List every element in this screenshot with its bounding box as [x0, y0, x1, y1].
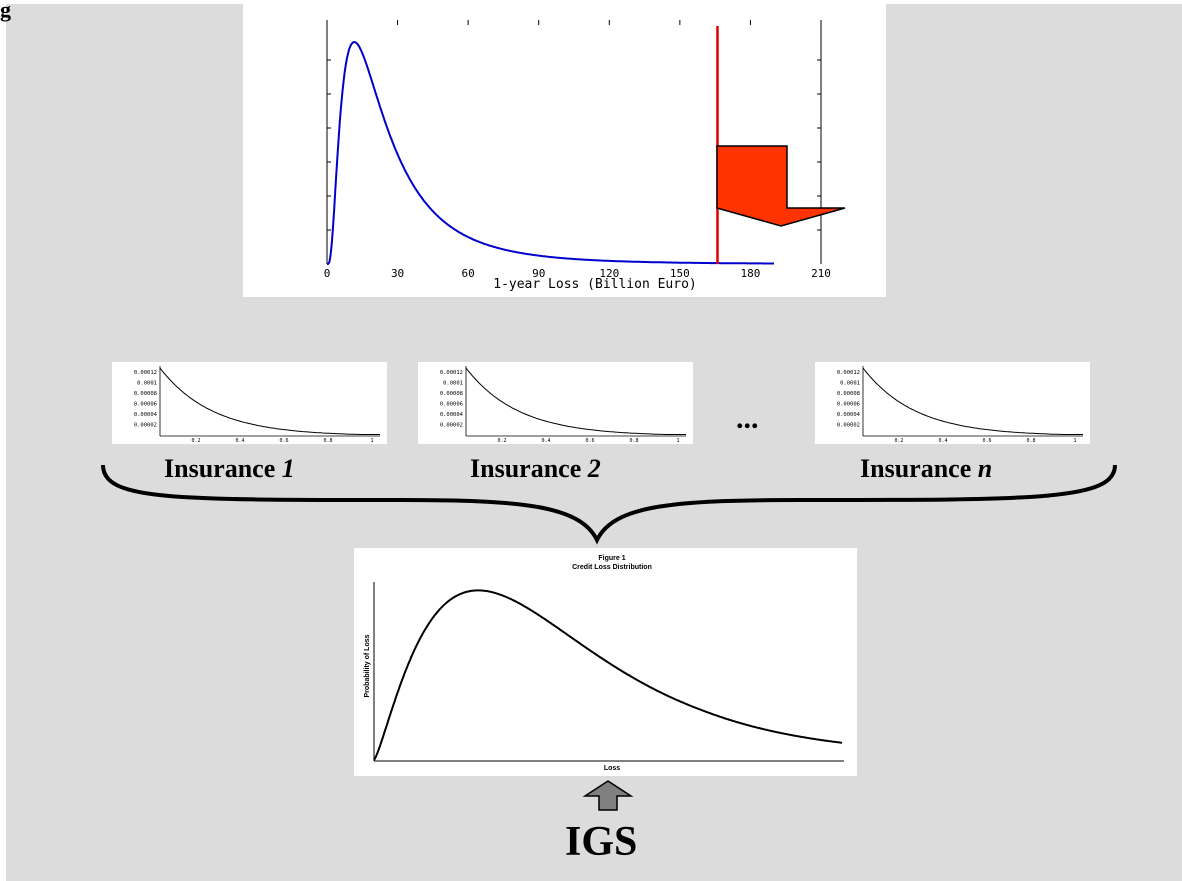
down-arrow: [716, 145, 846, 227]
credit-loss-chart-subtitle: Credit Loss Distribution: [572, 564, 652, 571]
mini-y-tick-label: 0.00002: [837, 423, 860, 429]
mini-y-tick-label: 0.00012: [440, 370, 463, 376]
mini-y-tick-label: 0.00008: [134, 391, 157, 397]
top-x-tick-label: 210: [811, 267, 831, 280]
top-x-tick-label: 90: [532, 267, 545, 280]
top-chart-x-axis-label: 1-year Loss (Billion Euro): [493, 277, 697, 292]
mini-y-tick-label: 0.00012: [134, 370, 157, 376]
mini-x-tick-label: 0.6: [585, 438, 594, 444]
mini-density-curve: [862, 367, 1083, 435]
mini-y-tick-label: 0.00006: [837, 402, 860, 408]
ellipsis: ...: [736, 402, 759, 435]
mini-x-tick-label: 0.8: [323, 438, 332, 444]
mini-y-tick-label: 0.00006: [440, 402, 463, 408]
top-x-tick-label: 180: [740, 267, 760, 280]
top-x-tick-label: 120: [599, 267, 619, 280]
mini-x-tick-label: 0.4: [541, 438, 550, 444]
mini-y-tick-label: 0.0001: [137, 381, 157, 387]
credit-loss-y-axis-label: Probability of Loss: [364, 634, 371, 697]
credit-loss-curve: [373, 589, 843, 761]
loss-distribution-chart: 0 30 60 90 120 150 180 210 1-year Loss (Billion…: [243, 0, 886, 297]
loss-distribution-svg: 0 30 60 90 120 150 180 210 1-year Loss (Billion…: [324, 20, 846, 292]
insurance-chart-n: 0.00012 0.0001 0.00008 0.00006 0.00004 0.0000…: [815, 362, 1090, 444]
insurance-label-1-index: 1: [281, 454, 295, 483]
mini-x-tick-label: 0.6: [982, 438, 991, 444]
top-chart-axes: [326, 20, 822, 264]
top-chart-x-tick-labels: 0 30 60 90 120 150 180 210: [324, 267, 831, 280]
mini-x-tick-label: 0.6: [279, 438, 288, 444]
mini-x-tick-label: 0.2: [497, 438, 506, 444]
insurance-chart-2: 0.00012 0.0001 0.00008 0.00006 0.00004 0.0000…: [418, 362, 693, 444]
mini-x-tick-label: 0.8: [629, 438, 638, 444]
mini-x-tick-label: 1: [370, 438, 373, 444]
mini-y-tick-label: 0.00008: [440, 391, 463, 397]
mini-x-tick-label: 0.4: [235, 438, 244, 444]
insurance-label-n-prefix: Insurance: [860, 454, 978, 483]
up-arrow-shape: [582, 780, 634, 811]
insurance-chart-1-svg: 0.00012 0.0001 0.00008 0.00006 0.00004 0.0000…: [134, 366, 380, 444]
loss-density-curve: [326, 40, 774, 265]
mini-y-tick-label: 0.00002: [440, 423, 463, 429]
mini-y-tick-label: 0.00004: [134, 412, 158, 418]
mini-y-tick-label: 0.00002: [134, 423, 157, 429]
insurance-label-n: Insurance n: [860, 454, 992, 484]
credit-loss-chart-title: Figure 1: [598, 555, 625, 562]
insurance-chart-n-svg: 0.00012 0.0001 0.00008 0.00006 0.00004 0.0000…: [837, 366, 1083, 444]
credit-loss-chart: Figure 1 Credit Loss Distribution Probab…: [354, 548, 857, 776]
insurance-label-2-prefix: Insurance: [470, 454, 588, 483]
mini-x-tick-label: 0.4: [938, 438, 947, 444]
mini-y-tick-label: 0.00008: [837, 391, 860, 397]
top-x-tick-label: 60: [462, 267, 475, 280]
mini-x-tick-label: 0.2: [894, 438, 903, 444]
top-x-tick-label: 0: [324, 267, 331, 280]
insurance-label-2: Insurance 2: [470, 454, 601, 484]
mini-y-tick-label: 0.00006: [134, 402, 157, 408]
mini-y-tick-label: 0.0001: [443, 381, 463, 387]
mini-x-tick-label: 1: [1073, 438, 1076, 444]
insurance-label-1-prefix: Insurance: [164, 454, 282, 483]
insurance-label-1: Insurance 1: [164, 454, 295, 484]
figure-label: g: [0, 0, 11, 22]
insurance-label-n-index: n: [977, 454, 993, 483]
mini-x-tick-label: 0.2: [191, 438, 200, 444]
mini-y-tick-label: 0.0001: [840, 381, 860, 387]
top-x-tick-label: 30: [391, 267, 404, 280]
top-x-tick-label: 150: [670, 267, 690, 280]
insurance-label-2-index: 2: [587, 454, 601, 483]
mini-x-tick-label: 0.8: [1026, 438, 1035, 444]
mini-density-curve: [465, 367, 686, 435]
insurance-chart-2-svg: 0.00012 0.0001 0.00008 0.00006 0.00004 0.0000…: [440, 366, 686, 444]
mini-y-tick-label: 0.00004: [440, 412, 464, 418]
credit-loss-svg: Figure 1 Credit Loss Distribution Probab…: [364, 555, 844, 772]
credit-loss-x-axis-label: Loss: [604, 765, 620, 772]
igs-label: IGS: [565, 819, 638, 865]
mini-density-curve: [159, 367, 380, 435]
insurance-chart-1: 0.00012 0.0001 0.00008 0.00006 0.00004 0.0000…: [112, 362, 387, 444]
up-arrow: [582, 780, 634, 811]
mini-y-tick-label: 0.00012: [837, 370, 860, 376]
mini-y-tick-label: 0.00004: [837, 412, 861, 418]
mini-x-tick-label: 1: [676, 438, 679, 444]
